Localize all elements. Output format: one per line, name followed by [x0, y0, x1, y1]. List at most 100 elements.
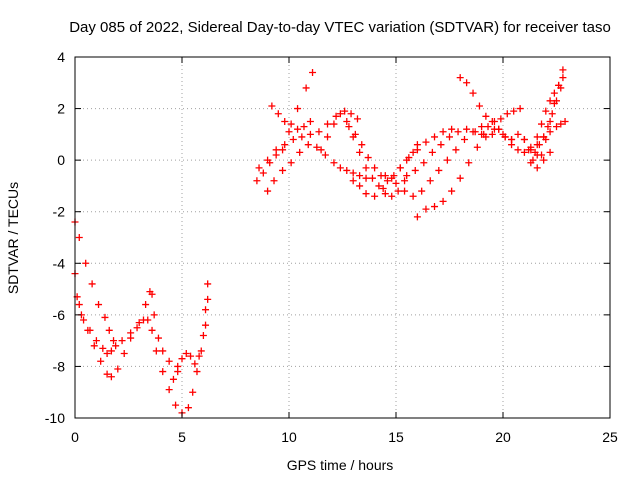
data-point	[463, 125, 471, 133]
data-point	[381, 190, 389, 198]
data-point	[253, 177, 261, 185]
y-tick-label: 0	[57, 152, 65, 168]
data-point	[520, 136, 528, 144]
data-point	[353, 115, 361, 123]
series-arc-f	[264, 141, 370, 195]
data-point	[456, 174, 464, 182]
data-point	[309, 68, 317, 76]
data-point	[112, 342, 120, 350]
data-point	[533, 133, 541, 141]
data-point	[448, 125, 456, 133]
data-point	[202, 321, 210, 329]
data-point	[401, 187, 409, 195]
data-point	[80, 316, 88, 324]
series-arc-s	[533, 74, 567, 141]
x-axis-label: GPS time / hours	[287, 457, 394, 473]
data-point	[82, 259, 90, 267]
data-point	[559, 74, 567, 82]
data-point	[431, 133, 439, 141]
data-point	[520, 148, 528, 156]
data-point	[107, 373, 115, 381]
data-point	[368, 174, 376, 182]
series-arc-n	[403, 125, 496, 180]
data-point	[347, 110, 355, 118]
data-point	[475, 102, 483, 110]
data-point	[516, 105, 524, 113]
data-point	[478, 130, 486, 138]
series-arc-b	[71, 270, 182, 376]
data-point	[540, 156, 548, 164]
data-point	[144, 316, 152, 324]
data-point	[478, 123, 486, 131]
data-point	[169, 375, 177, 383]
data-point	[165, 357, 173, 365]
data-point	[103, 350, 111, 358]
data-point	[88, 280, 96, 288]
data-point	[197, 347, 205, 355]
data-point	[187, 352, 195, 360]
x-tick-label: 0	[71, 429, 79, 445]
data-point	[533, 164, 541, 172]
data-point	[405, 154, 413, 162]
data-point	[403, 172, 411, 180]
data-point	[92, 337, 100, 345]
data-point	[118, 337, 126, 345]
data-point	[465, 159, 473, 167]
data-point	[371, 192, 379, 200]
data-point	[97, 357, 105, 365]
data-point	[343, 166, 351, 174]
data-point	[503, 110, 511, 118]
data-point	[90, 342, 98, 350]
data-point	[264, 187, 272, 195]
data-point	[439, 128, 447, 136]
data-point	[456, 74, 464, 82]
series-arc-d	[169, 280, 212, 383]
data-point	[199, 331, 207, 339]
data-point	[460, 136, 468, 144]
data-point	[546, 128, 554, 136]
data-point	[550, 89, 558, 97]
data-points-layer	[71, 66, 569, 417]
data-point	[388, 174, 396, 182]
ticks-layer: 0 5 10 15 20 25 -10 -8 -6 -4 -2 0 2 4	[45, 49, 618, 445]
series-arc-h	[255, 107, 361, 172]
data-point	[279, 146, 287, 154]
series-arc-a	[71, 218, 118, 345]
data-point	[409, 148, 417, 156]
data-point	[274, 110, 282, 118]
series-arc-g	[268, 102, 314, 133]
data-point	[409, 192, 417, 200]
data-point	[557, 120, 565, 128]
data-point	[184, 404, 192, 412]
y-tick-label: 2	[57, 101, 65, 117]
x-tick-label: 15	[388, 429, 404, 445]
series-arc-p	[478, 105, 524, 138]
data-point	[300, 123, 308, 131]
data-point	[484, 123, 492, 131]
data-point	[133, 324, 141, 332]
data-point	[349, 177, 357, 185]
data-point	[501, 133, 509, 141]
y-tick-label: -6	[53, 307, 66, 323]
data-point	[553, 97, 560, 105]
data-point	[182, 350, 190, 358]
data-point	[426, 177, 434, 185]
data-point	[538, 120, 546, 128]
data-point	[341, 107, 349, 115]
data-point	[152, 347, 160, 355]
data-point	[356, 172, 364, 180]
data-point	[362, 190, 370, 198]
data-point	[396, 164, 404, 172]
data-point	[452, 146, 460, 154]
data-point	[95, 301, 103, 309]
data-point	[281, 117, 289, 125]
data-point	[349, 169, 357, 177]
data-point	[362, 164, 370, 172]
data-point	[356, 148, 364, 156]
data-point	[553, 123, 560, 131]
data-point	[148, 290, 156, 298]
data-point	[75, 301, 83, 309]
x-tick-label: 5	[178, 429, 186, 445]
data-point	[154, 334, 162, 342]
data-point	[538, 151, 546, 159]
